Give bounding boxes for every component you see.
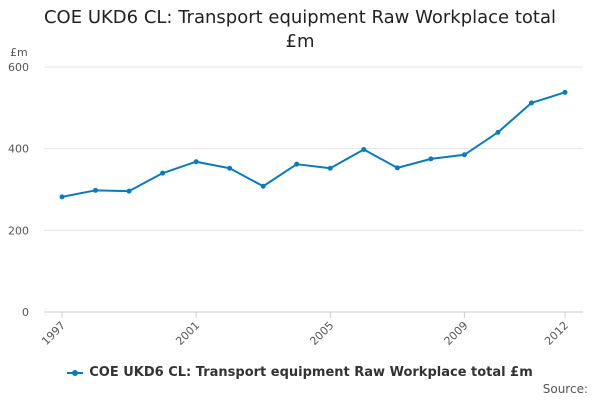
series-line: [61, 91, 566, 198]
data-point: [461, 152, 467, 158]
y-tick-label: 600: [8, 61, 29, 74]
x-tick-label: 2001: [173, 319, 202, 348]
data-point: [327, 165, 333, 171]
legend-series-label: COE UKD6 CL: Transport equipment Raw Wor…: [89, 365, 533, 380]
chart-title-line1: COE UKD6 CL: Transport equipment Raw Wor…: [43, 7, 556, 28]
data-point: [361, 146, 367, 152]
y-axis-label: £m: [10, 46, 28, 59]
data-point: [495, 129, 501, 135]
y-tick-label: 400: [8, 143, 29, 156]
x-tick-label: 2012: [542, 319, 571, 348]
data-point: [93, 187, 99, 193]
data-point: [562, 89, 568, 95]
data-point: [59, 194, 65, 200]
data-point: [126, 188, 132, 194]
data-point: [260, 183, 266, 189]
y-tick-label: 200: [8, 224, 29, 237]
source-label: Source:: [542, 382, 588, 396]
chart-title: COE UKD6 CL: Transport equipment Raw Wor…: [0, 6, 600, 54]
data-point: [160, 170, 166, 176]
data-point: [227, 165, 233, 171]
x-tick-label: 2009: [442, 319, 471, 348]
data-point: [528, 100, 534, 106]
data-point: [294, 161, 300, 167]
data-point: [394, 165, 400, 171]
x-tick-label: 2005: [307, 319, 336, 348]
chart-title-line2: £m: [285, 31, 315, 52]
data-point: [193, 159, 199, 165]
legend-series-marker: [67, 368, 84, 378]
chart-legend[interactable]: COE UKD6 CL: Transport equipment Raw Wor…: [0, 365, 600, 380]
y-tick-label: 0: [22, 306, 29, 319]
x-tick-label: 1997: [39, 319, 68, 348]
data-point: [428, 156, 434, 162]
